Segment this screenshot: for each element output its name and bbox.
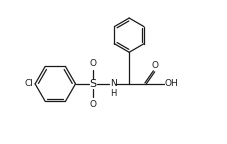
Text: Cl: Cl xyxy=(24,79,33,88)
Text: O: O xyxy=(89,100,96,109)
Text: N: N xyxy=(110,79,116,88)
Text: OH: OH xyxy=(164,79,178,88)
Text: S: S xyxy=(89,79,96,89)
Text: H: H xyxy=(111,89,117,98)
Text: O: O xyxy=(89,59,96,68)
Text: O: O xyxy=(151,61,158,70)
